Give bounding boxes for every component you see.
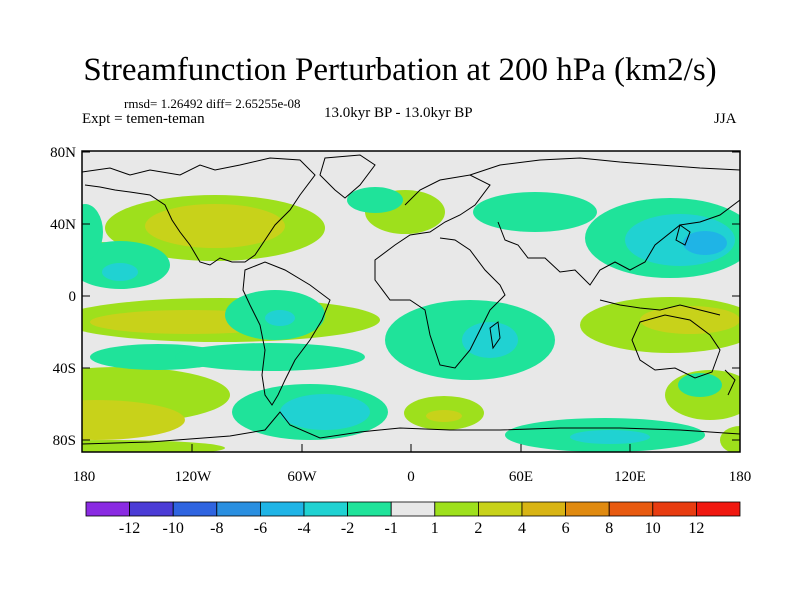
lat-tick-label: 40N [50, 217, 76, 233]
colorbar-box [477, 501, 523, 517]
colorbar-box [85, 501, 130, 517]
colorbar-box [347, 501, 392, 517]
coast-antarctica [82, 411, 740, 445]
colorbar-box [652, 501, 697, 517]
colorbar-box [608, 501, 654, 517]
latitude-axis: 80N 40N 0 40S 80S [50, 145, 740, 449]
colorbar-label: 6 [562, 520, 570, 537]
colorbar-label: 1 [431, 520, 439, 537]
coast-indonesia [599, 299, 721, 316]
lat-tick-label: 40S [53, 361, 76, 377]
colorbar-label: -6 [254, 520, 267, 537]
lon-tick-label: 120E [614, 469, 646, 485]
colorbar-box [696, 501, 741, 517]
plot-title: Streamfunction Perturbation at 200 hPa (… [83, 52, 717, 88]
colorbar-box [521, 501, 566, 517]
lat-tick-label: 0 [69, 289, 77, 305]
coast-greenland [319, 154, 376, 199]
season-label: JJA [714, 111, 737, 127]
colorbar-box [434, 501, 479, 517]
colorbar-box [390, 501, 436, 517]
lon-tick-label: 60W [287, 469, 317, 485]
experiment-label: Expt = temen-teman [82, 111, 205, 127]
rmsd-diff-text: rmsd= 1.26492 diff= 2.65255e-08 [124, 96, 301, 111]
contour-fields [82, 187, 740, 452]
colorbar-label: -4 [297, 520, 310, 537]
coast-australia [631, 314, 721, 379]
coastlines [82, 154, 740, 445]
colorbar-label: 12 [688, 520, 704, 537]
lon-tick-label: 120W [175, 469, 213, 485]
lat-tick-label: 80N [50, 145, 76, 161]
lon-tick-label: 60E [509, 469, 533, 485]
colorbar-label: 2 [474, 520, 482, 537]
colorbar-label: -8 [210, 520, 223, 537]
lon-tick-label: 180 [729, 469, 752, 485]
coast-new-zealand [724, 369, 736, 396]
colorbar-label: -10 [163, 520, 184, 537]
colorbar-box [303, 501, 348, 517]
colorbar-box [172, 501, 218, 517]
coast-europe-africa [374, 174, 506, 369]
colorbar-label: -1 [385, 520, 398, 537]
colorbar-labels: -12 -10 -8 -6 -4 -2 -1 1 2 4 6 8 10 12 [119, 520, 704, 537]
colorbar-label: 8 [605, 520, 613, 537]
longitude-axis: 180 120W 60W 0 60E 120E 180 [73, 444, 752, 485]
colorbar-box [259, 501, 305, 517]
colorbar-label: 4 [518, 520, 526, 537]
colorbar-box [565, 501, 610, 517]
coast-asia [469, 157, 740, 286]
colorbar-label: 10 [645, 520, 661, 537]
lat-tick-label: 80S [53, 433, 76, 449]
lon-tick-label: 180 [73, 469, 96, 485]
coast-madagascar [489, 321, 501, 350]
colorbar-box [129, 501, 174, 517]
period-label: 13.0kyr BP - 13.0kyr BP [324, 105, 473, 121]
coast-south-america [242, 261, 331, 406]
coast-japan [675, 224, 691, 246]
colorbar [85, 501, 741, 517]
colorbar-label: -12 [119, 520, 140, 537]
colorbar-box [216, 501, 261, 517]
colorbar-label: -2 [341, 520, 354, 537]
coast-north-america [82, 157, 316, 266]
lon-tick-label: 0 [407, 469, 415, 485]
